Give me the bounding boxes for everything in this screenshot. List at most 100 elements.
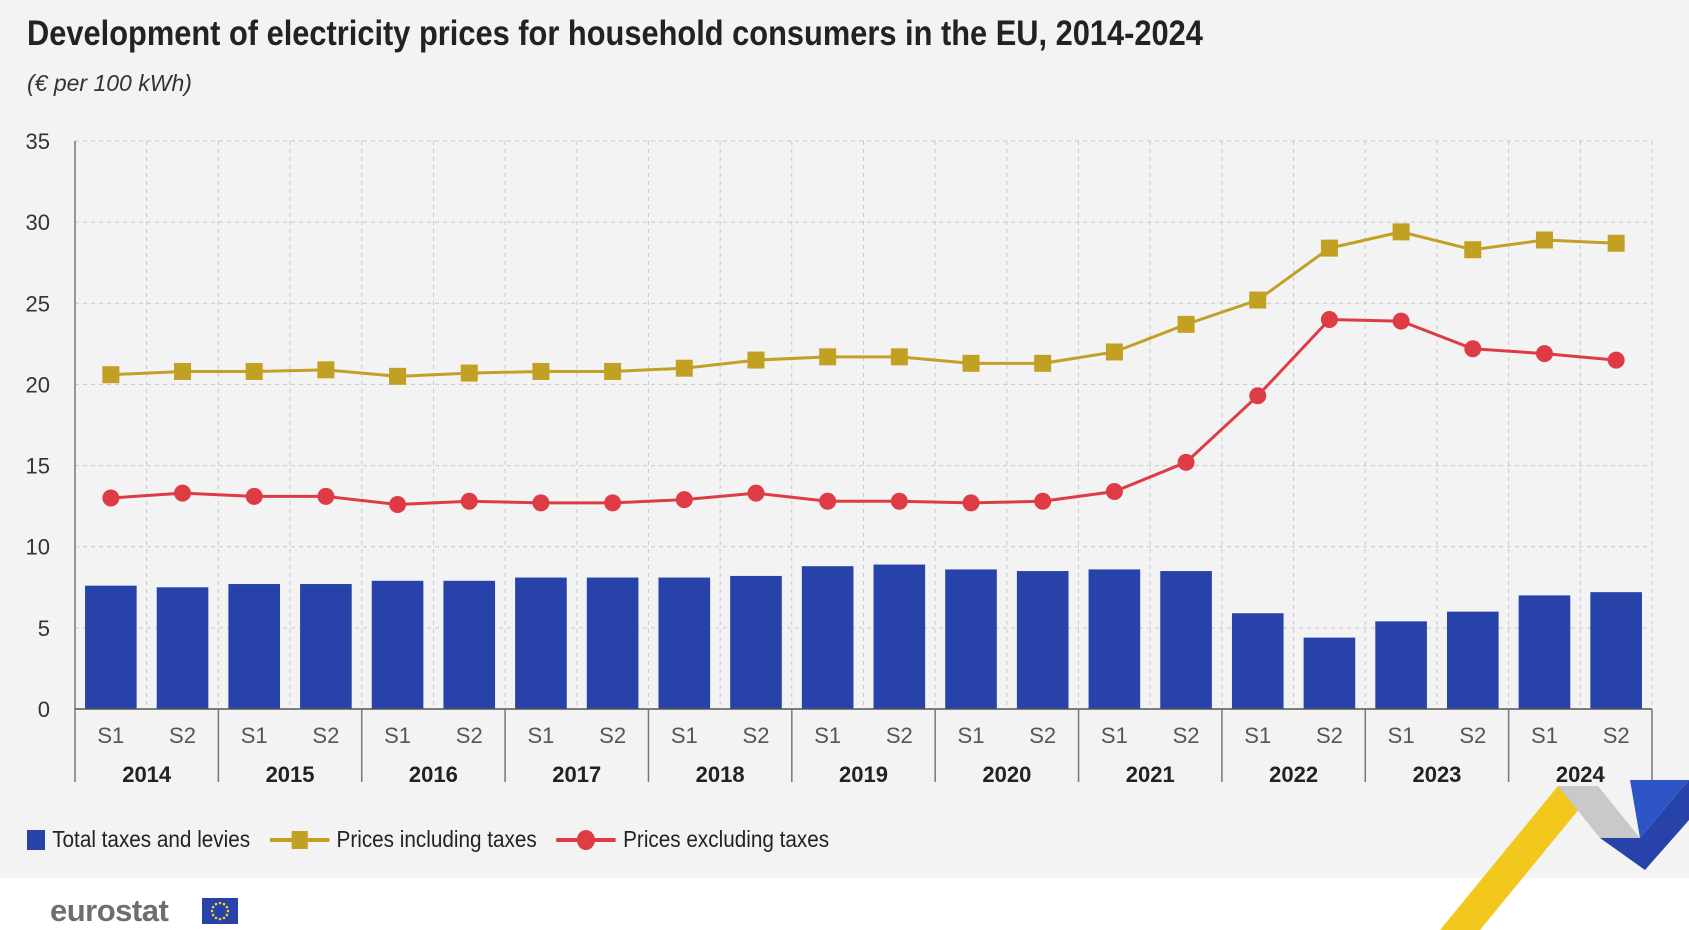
point-excluding-taxes-16: [1249, 387, 1267, 405]
point-excluding-taxes-14: [1105, 483, 1123, 501]
x-tick-label-year: 2022: [1269, 762, 1318, 787]
legend-swatch-including-taxes: [269, 828, 330, 852]
point-including-taxes-20: [1535, 231, 1553, 249]
bar-taxes-6: [515, 577, 567, 709]
bar-taxes-4: [371, 580, 424, 709]
x-tick-label-year: 2021: [1126, 762, 1175, 787]
y-tick-label: 35: [26, 129, 50, 154]
x-tick-label-semester: S2: [1316, 723, 1343, 748]
bar-taxes-16: [1231, 613, 1284, 709]
y-tick-label: 20: [26, 372, 50, 397]
chart-title: Development of electricity prices for ho…: [27, 14, 1203, 53]
point-excluding-taxes-10: [819, 492, 837, 510]
point-including-taxes-8: [675, 359, 693, 377]
bar-taxes-15: [1160, 571, 1212, 709]
x-tick-label-semester: S2: [169, 723, 196, 748]
bar-taxes-19: [1446, 611, 1499, 709]
bar-taxes-11: [873, 564, 926, 709]
y-tick-label: 5: [38, 616, 50, 641]
flag-star: [214, 902, 218, 906]
point-including-taxes-14: [1105, 343, 1123, 361]
point-including-taxes-13: [1034, 354, 1052, 372]
x-tick-label-semester: S1: [1388, 723, 1415, 748]
bar-taxes-7: [586, 577, 639, 709]
x-tick-label-semester: S1: [1244, 723, 1271, 748]
x-tick-label-semester: S2: [1459, 723, 1486, 748]
legend-label-excluding-taxes: Prices excluding taxes: [623, 826, 830, 852]
point-including-taxes-9: [747, 351, 765, 369]
point-including-taxes-1: [174, 362, 192, 380]
x-tick-label-year: 2017: [552, 762, 601, 787]
x-tick-label-semester: S1: [384, 723, 411, 748]
point-excluding-taxes-11: [890, 492, 908, 510]
x-tick-label-year: 2016: [409, 762, 458, 787]
point-including-taxes-4: [389, 367, 407, 385]
point-excluding-taxes-5: [460, 492, 478, 510]
x-tick-label-year: 2018: [696, 762, 745, 787]
flag-star: [214, 916, 218, 920]
x-tick-label-year: 2015: [266, 762, 315, 787]
line-excluding-taxes: [110, 317, 1617, 507]
x-tick-label-semester: S2: [886, 723, 913, 748]
point-excluding-taxes-12: [962, 494, 980, 512]
x-tick-label-year: 2024: [1556, 762, 1606, 787]
bar-taxes-5: [443, 580, 496, 709]
flag-star: [222, 902, 226, 906]
point-excluding-taxes-13: [1034, 492, 1052, 510]
x-tick-label-year: 2019: [839, 762, 888, 787]
x-tick-label-semester: S2: [599, 723, 626, 748]
x-tick-label-semester: S1: [814, 723, 841, 748]
point-excluding-taxes-1: [174, 484, 192, 502]
point-including-taxes-2: [245, 362, 263, 380]
point-including-taxes-5: [460, 364, 478, 382]
point-excluding-taxes-9: [747, 484, 765, 502]
x-tick-label-year: 2014: [122, 762, 172, 787]
bar-taxes-8: [658, 577, 711, 709]
bar-taxes-9: [730, 575, 782, 709]
x-tick-label-semester: S1: [527, 723, 554, 748]
flag-star: [211, 905, 215, 909]
point-excluding-taxes-8: [675, 491, 693, 509]
point-including-taxes-16: [1249, 291, 1267, 309]
bar-taxes-3: [300, 584, 352, 709]
bar-taxes-14: [1088, 569, 1141, 709]
chart-svg: 0 5 10 15 20 25 30 35 S1 S2 S1 S2 S1 S2 S1 S2 S1 S2 S1 S2 S1…: [26, 129, 1653, 787]
flag-star: [225, 905, 229, 909]
bar-series-taxes: [85, 564, 1642, 709]
line-including-taxes: [110, 230, 1617, 378]
bar-taxes-0: [85, 585, 137, 709]
point-excluding-taxes-0: [102, 489, 120, 507]
point-including-taxes-3: [317, 361, 335, 379]
x-tick-label-semester: S1: [241, 723, 268, 748]
bar-taxes-18: [1375, 621, 1427, 709]
bar-taxes-20: [1518, 595, 1571, 709]
eu-flag-icon: [202, 898, 238, 924]
point-excluding-taxes-17: [1320, 311, 1338, 329]
x-tick-label-semester: S1: [97, 723, 124, 748]
decorative-ribbon: [1440, 780, 1689, 930]
point-including-taxes-6: [532, 362, 550, 380]
flag-star: [218, 917, 222, 921]
x-tick-label-semester: S1: [1531, 723, 1558, 748]
y-tick-label: 10: [26, 535, 50, 560]
y-tick-label: 30: [26, 210, 50, 235]
legend-item-taxes: Total taxes and levies: [27, 826, 250, 853]
flag-star: [222, 916, 226, 920]
x-tick-label-year: 2023: [1412, 762, 1461, 787]
x-tick-label-semester: S2: [456, 723, 483, 748]
x-tick-label-semester: S2: [1603, 723, 1630, 748]
chart-panel: [0, 0, 1689, 878]
bar-taxes-13: [1016, 571, 1069, 709]
x-tick-label-semester: S2: [1173, 723, 1200, 748]
bar-taxes-17: [1303, 637, 1356, 709]
point-including-taxes-19: [1464, 241, 1482, 259]
point-excluding-taxes-18: [1392, 312, 1410, 330]
flag-star: [218, 901, 222, 905]
point-excluding-taxes-7: [604, 494, 622, 512]
point-including-taxes-11: [890, 348, 908, 366]
flag-star: [225, 913, 229, 917]
bar-taxes-12: [945, 569, 997, 709]
x-tick-label-semester: S2: [312, 723, 339, 748]
eurostat-logo: eurostat: [50, 893, 169, 928]
